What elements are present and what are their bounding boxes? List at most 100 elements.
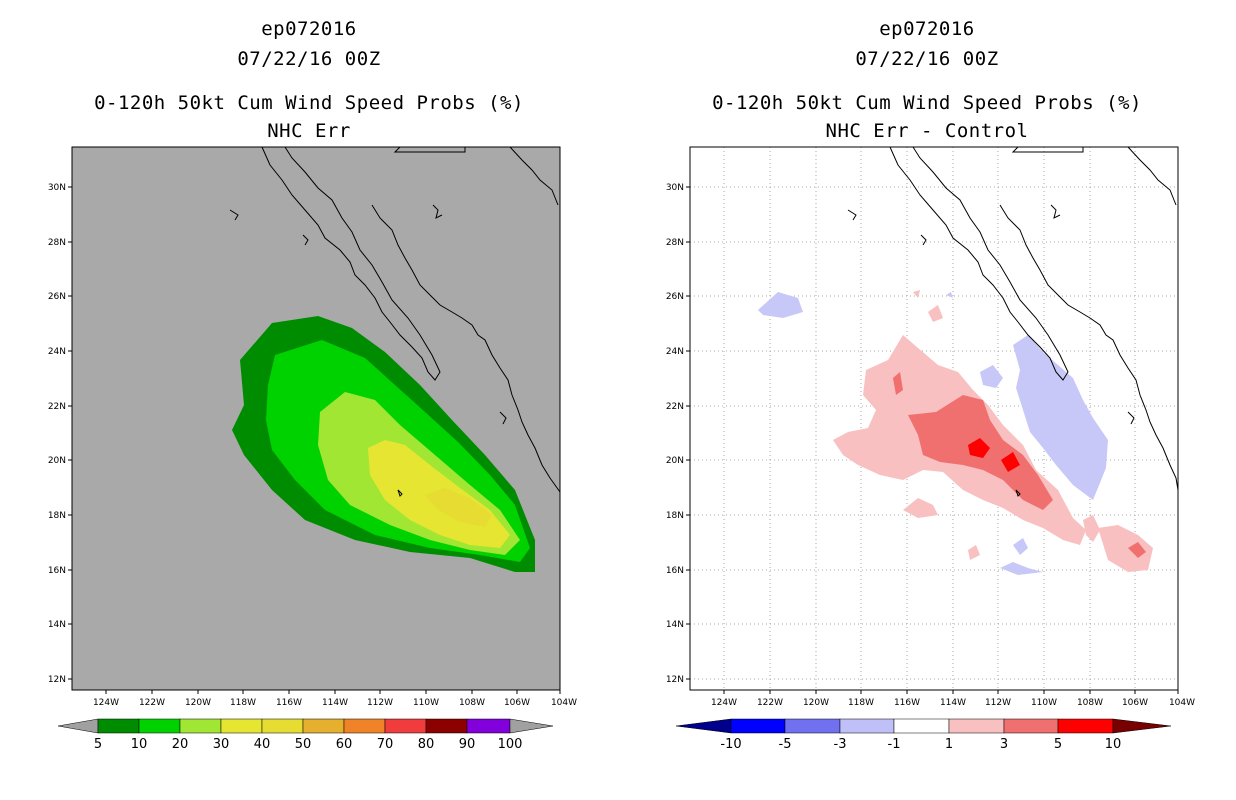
lon-label: 108W bbox=[459, 698, 485, 708]
contour-neg-1-3 bbox=[1013, 538, 1028, 555]
contour-pos-5-10 bbox=[968, 438, 990, 458]
colorbar-right: -10 -5 -3 -1 1 3 5 10 bbox=[675, 718, 1172, 752]
lat-label: 16N bbox=[48, 566, 66, 576]
colorbar-segment bbox=[1003, 718, 1059, 734]
colorbar-segment bbox=[220, 718, 263, 734]
colorbar-label: 40 bbox=[254, 737, 271, 752]
lon-label: 114W bbox=[322, 698, 348, 708]
panel-subtitle: NHC Err - Control bbox=[825, 120, 1029, 142]
colorbar-segment bbox=[509, 718, 554, 734]
colorbar-segment bbox=[466, 718, 511, 734]
colorbar-label: 5 bbox=[94, 737, 102, 752]
lon-label: 110W bbox=[1031, 698, 1057, 708]
lat-label: 12N bbox=[666, 675, 684, 685]
lon-label: 106W bbox=[504, 698, 530, 708]
colorbar-label: -1 bbox=[888, 737, 901, 752]
lon-label: 118W bbox=[230, 698, 256, 708]
colorbar-label: -10 bbox=[720, 737, 741, 752]
map-frame bbox=[71, 146, 561, 691]
forecast-time: 07/22/16 00Z bbox=[237, 48, 381, 70]
lon-label: 114W bbox=[940, 698, 966, 708]
lon-label: 104W bbox=[1169, 698, 1195, 708]
product-title: 0-120h 50kt Cum Wind Speed Probs (%) bbox=[712, 92, 1142, 114]
lat-label: 26N bbox=[48, 292, 66, 302]
lon-label: 116W bbox=[276, 698, 302, 708]
contour-neg-1-3 bbox=[758, 292, 803, 318]
latitude-axis: 30N 28N 26N 24N 22N 20N 18N 16N 14N 12N bbox=[48, 183, 72, 685]
colorbar-segment bbox=[784, 718, 841, 734]
lon-label: 122W bbox=[757, 698, 783, 708]
lat-label: 16N bbox=[666, 566, 684, 576]
contour-neg-1-3 bbox=[946, 292, 953, 298]
lon-label: 104W bbox=[551, 698, 577, 708]
colorbar-label: 70 bbox=[377, 737, 394, 752]
map-figure-right: 30N 28N 26N 24N 22N 20N 18N 16N 14N 12N … bbox=[666, 146, 1195, 752]
colorbar-segment bbox=[57, 718, 99, 734]
contour-neg-1-3 bbox=[1013, 335, 1108, 500]
colorbar-segment bbox=[179, 718, 222, 734]
storm-id: ep072016 bbox=[261, 18, 357, 40]
lat-label: 30N bbox=[48, 183, 66, 193]
colorbar-label: 50 bbox=[295, 737, 312, 752]
map-figure-left: 30N 28N 26N 24N 22N 20N 18N 16N 14N 12N … bbox=[48, 146, 577, 752]
colorbar-label: 10 bbox=[1105, 737, 1122, 752]
lat-label: 22N bbox=[666, 402, 684, 412]
contour-pos-1-3 bbox=[1098, 525, 1153, 572]
colorbar-segment bbox=[384, 718, 427, 734]
colorbar-segment bbox=[302, 718, 345, 734]
colorbar-segment bbox=[675, 718, 732, 734]
contour-pos-1-3 bbox=[968, 545, 980, 560]
lat-label: 24N bbox=[48, 347, 66, 357]
lat-label: 20N bbox=[666, 456, 684, 466]
colorbar-label: -3 bbox=[834, 737, 847, 752]
lat-label: 20N bbox=[48, 456, 66, 466]
lon-label: 122W bbox=[139, 698, 165, 708]
colorbar-segment bbox=[730, 718, 786, 734]
contour-neg-1-3 bbox=[1000, 562, 1043, 575]
lat-label: 28N bbox=[48, 238, 66, 248]
longitude-axis: 124W 122W 120W 118W 116W 114W 112W 110W … bbox=[93, 690, 577, 708]
contour-pos-1-3 bbox=[1083, 515, 1100, 542]
forecast-time: 07/22/16 00Z bbox=[855, 48, 999, 70]
contour-40-50 bbox=[425, 488, 492, 527]
colorbar-label: 60 bbox=[336, 737, 353, 752]
colorbar-label: 3 bbox=[1000, 737, 1008, 752]
lat-label: 24N bbox=[666, 347, 684, 357]
coastlines bbox=[847, 146, 1179, 497]
contour-pos-1-3 bbox=[903, 498, 938, 518]
lon-label: 112W bbox=[985, 698, 1011, 708]
lon-label: 110W bbox=[413, 698, 439, 708]
colorbar-segment bbox=[1112, 718, 1172, 734]
colorbar-label: 80 bbox=[418, 737, 435, 752]
lon-label: 116W bbox=[894, 698, 920, 708]
contour-pos-1-3 bbox=[913, 290, 920, 298]
map-frame bbox=[689, 146, 1179, 691]
contour-pos-3-5 bbox=[893, 372, 903, 395]
lat-label: 28N bbox=[666, 238, 684, 248]
lon-label: 106W bbox=[1122, 698, 1148, 708]
colorbar-segment bbox=[343, 718, 386, 734]
coastlines bbox=[229, 146, 561, 497]
colorbar-label: 5 bbox=[1054, 737, 1062, 752]
lat-label: 14N bbox=[48, 620, 66, 630]
colorbar-segment bbox=[138, 718, 181, 734]
lat-label: 22N bbox=[48, 402, 66, 412]
lat-label: 26N bbox=[666, 292, 684, 302]
lon-label: 108W bbox=[1077, 698, 1103, 708]
lat-label: 18N bbox=[666, 511, 684, 521]
lat-label: 14N bbox=[666, 620, 684, 630]
product-title: 0-120h 50kt Cum Wind Speed Probs (%) bbox=[94, 92, 524, 114]
lon-label: 120W bbox=[803, 698, 829, 708]
panel-nhc-err: ep072016 07/22/16 00Z 0-120h 50kt Cum Wi… bbox=[48, 18, 577, 752]
contour-pos-5-10 bbox=[1001, 452, 1020, 472]
colorbar-segment bbox=[425, 718, 468, 734]
lon-label: 120W bbox=[185, 698, 211, 708]
contour-pos-1-3 bbox=[928, 305, 943, 322]
lat-label: 30N bbox=[666, 183, 684, 193]
colorbar-segment bbox=[948, 718, 1005, 734]
lon-label: 124W bbox=[711, 698, 737, 708]
panel-nhc-err-minus-control: ep072016 07/22/16 00Z 0-120h 50kt Cum Wi… bbox=[618, 0, 1236, 800]
colorbar-label: 10 bbox=[131, 737, 148, 752]
lon-label: 112W bbox=[367, 698, 393, 708]
colorbar-label: 1 bbox=[945, 737, 953, 752]
